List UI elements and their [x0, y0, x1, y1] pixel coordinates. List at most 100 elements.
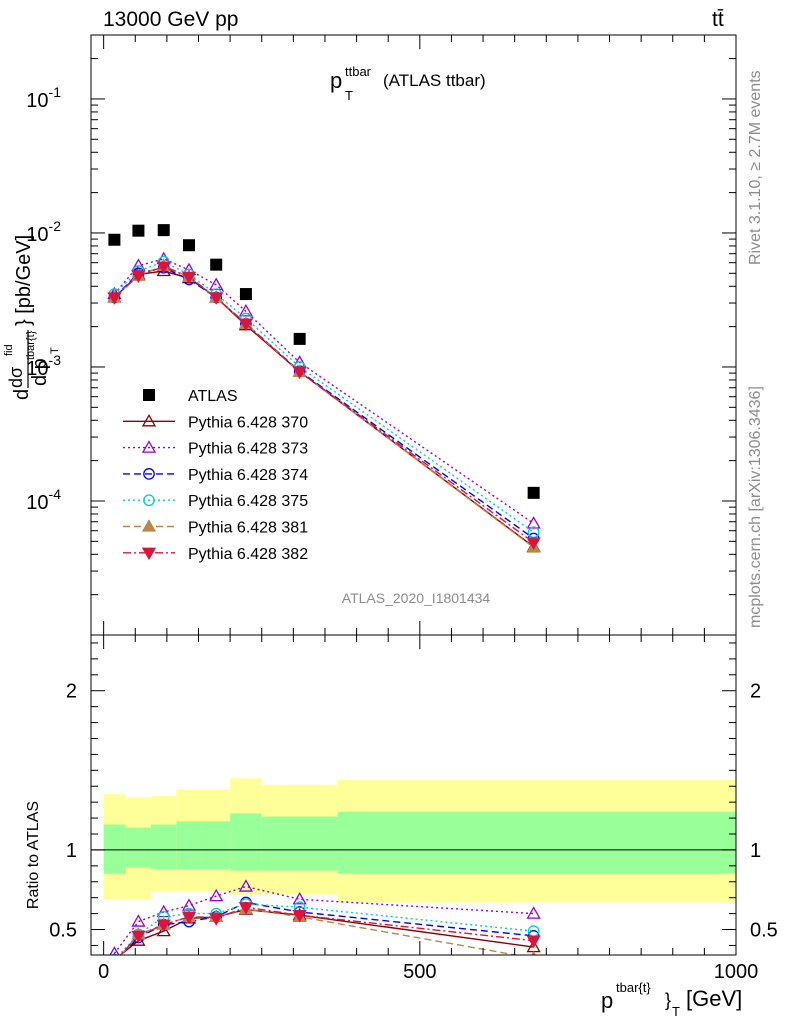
ratio-band-inner	[103, 824, 126, 874]
ratio-band-inner	[151, 824, 177, 870]
ratio-data-point	[531, 950, 537, 955]
main-series-line	[113, 264, 535, 549]
ratio-y-tick-label-right: 1	[750, 840, 761, 862]
main-data-point	[157, 224, 170, 237]
main-data-point	[209, 292, 224, 305]
xlabel-T: T	[672, 1004, 680, 1019]
ratio-band-inner	[125, 827, 152, 868]
process-label: tt̄	[712, 8, 724, 31]
ratio-data-point	[131, 914, 146, 927]
main-data-point	[107, 292, 122, 305]
main-y-tick-label: 10-1	[26, 84, 61, 112]
main-title: p ttbar T (ATLAS ttbar)	[330, 64, 486, 103]
main-series-line	[113, 267, 535, 540]
title-suffix: (ATLAS ttbar)	[383, 71, 486, 90]
main-y-axis-label: d dσ fid d p tbar{t} T } [pb/GeV]	[3, 235, 61, 400]
ratio-y-tick-label-right: 2	[750, 681, 761, 703]
ratio-data-point	[209, 913, 224, 926]
ylabel-units: } [pb/GeV]	[13, 235, 35, 326]
ratio-series-4	[108, 901, 537, 968]
main-data-point	[210, 258, 223, 271]
main-y-tick-label: 10-4	[26, 486, 61, 514]
legend-marker	[141, 547, 157, 561]
legend-marker	[141, 413, 157, 427]
main-series-3	[108, 261, 540, 545]
ratio-data-point	[131, 930, 146, 944]
ratio-data-point	[292, 910, 307, 923]
ratio-y-tick-label: 2	[66, 681, 77, 703]
main-series-1	[107, 263, 541, 552]
main-data-point	[183, 239, 196, 252]
main-data-point	[292, 366, 307, 380]
main-data-point	[526, 516, 541, 529]
ratio-data-point	[181, 911, 197, 925]
legend-label: ATLAS	[188, 388, 238, 405]
main-data-point	[239, 288, 252, 301]
ylabel-tbar: tbar{t}	[25, 330, 37, 360]
main-panel: 10-110-210-310-4	[26, 34, 737, 636]
legend-label: Pythia 6.428 370	[188, 414, 308, 431]
title-sub: T	[345, 88, 353, 103]
legend-marker	[143, 389, 155, 401]
main-data-point	[526, 537, 541, 550]
main-series-line	[113, 265, 535, 544]
xlabel-tbar: tbar{t}	[616, 980, 651, 995]
x-axis-label: p tbar{t} } T [GeV]	[601, 980, 742, 1019]
ratio-data-point	[238, 902, 254, 915]
legend-entry-3: Pythia 6.428 374	[123, 467, 308, 484]
legend-entry-5: Pythia 6.428 381	[123, 519, 308, 537]
ratio-data-point	[292, 891, 307, 905]
ratio-data-point	[526, 906, 541, 919]
x-tick-label: 0	[98, 961, 109, 983]
legend: ATLAS Pythia 6.428 370 Pythia 6.428 373 Pyt…	[123, 388, 308, 563]
legend-entry-2: Pythia 6.428 373	[123, 440, 308, 458]
ratio-data-point	[109, 946, 120, 955]
legend-label: Pythia 6.428 381	[188, 520, 308, 537]
ratio-band-inner	[201, 821, 231, 870]
ratio-series-2	[119, 896, 540, 955]
main-data-point	[238, 318, 254, 332]
ratio-frame	[90, 634, 737, 956]
legend-entry-0: ATLAS	[143, 388, 238, 405]
xlabel-close: }	[665, 990, 671, 1010]
main-series-line	[113, 260, 535, 533]
ylabel-dp: d p	[29, 358, 51, 386]
legend-marker	[141, 440, 157, 453]
ylabel-fid: fid	[3, 344, 15, 356]
ratio-band-inner	[337, 811, 736, 874]
main-data-point	[156, 261, 171, 275]
ratio-data-point	[108, 957, 120, 968]
legend-marker	[143, 468, 155, 480]
main-data-point	[293, 332, 306, 345]
ratio-data-point	[131, 933, 146, 946]
ratio-y-tick-label: 0.5	[49, 920, 77, 942]
legend-entry-1: Pythia 6.428 370	[123, 413, 308, 431]
mcplots-label: mcplots.cern.ch [arXiv:1306.3436]	[747, 386, 764, 628]
ratio-y-axis-label: Ratio to ATLAS	[25, 801, 42, 909]
main-data-point	[132, 224, 145, 237]
legend-label: Pythia 6.428 373	[188, 441, 308, 458]
analysis-watermark: ATLAS_2020_I1801434	[342, 590, 491, 606]
ratio-band-inner	[261, 816, 338, 871]
rivet-label: Rivet 3.1.10, ≥ 2.7M events	[747, 70, 764, 265]
legend-entry-4: Pythia 6.428 375	[123, 493, 308, 510]
legend-marker	[143, 494, 155, 507]
ratio-data-point	[156, 919, 171, 933]
legend-label: Pythia 6.428 374	[188, 467, 308, 484]
ratio-series-line	[120, 908, 520, 955]
ratio-data-point	[238, 879, 254, 892]
ratio-band-inner	[176, 821, 202, 870]
main-y-tick-label: 10-2	[26, 218, 61, 246]
ylabel-d1: d	[11, 389, 33, 400]
energy-label: 13000 GeV pp	[103, 8, 238, 31]
main-data-point	[238, 304, 254, 317]
x-tick-label: 1000	[714, 961, 759, 983]
xlabel-p: p	[601, 988, 613, 1013]
ratio-series-line	[119, 901, 534, 955]
ratio-data-point	[108, 957, 120, 968]
legend-marker	[141, 519, 157, 532]
ratio-data-point	[111, 953, 118, 955]
main-data-point	[527, 486, 540, 499]
main-data-point	[181, 271, 197, 285]
main-data-point	[108, 233, 121, 246]
